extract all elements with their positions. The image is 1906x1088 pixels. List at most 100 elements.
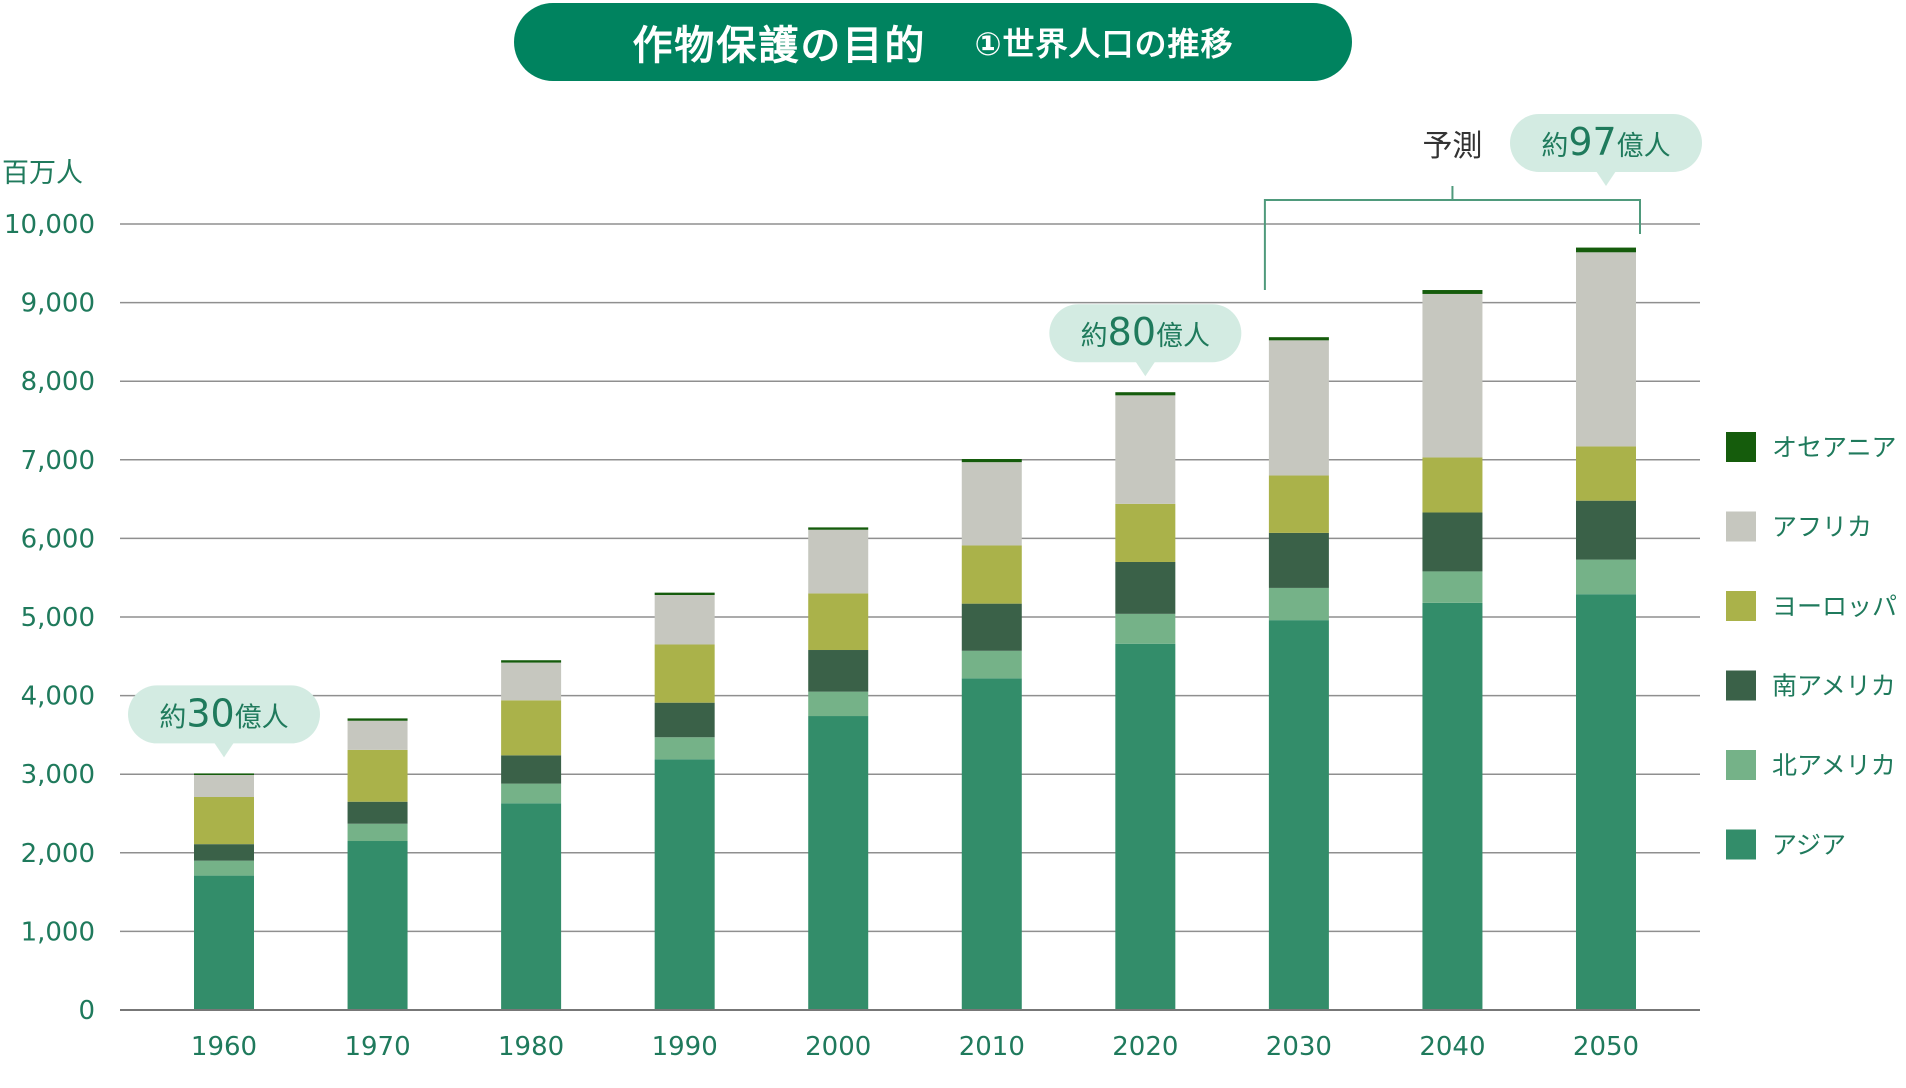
bar-segment bbox=[194, 773, 254, 775]
bar-segment bbox=[347, 841, 408, 1010]
callout-text-part: 約 bbox=[159, 702, 186, 733]
bar-segment bbox=[347, 749, 408, 802]
bar-segment bbox=[1422, 602, 1483, 1010]
callout-text-part: 80 bbox=[1108, 310, 1156, 354]
total-callout: 約97億人 bbox=[1510, 114, 1702, 186]
bar-segment bbox=[501, 803, 562, 1010]
legend-label: 北アメリカ bbox=[1772, 751, 1896, 780]
bar-segment bbox=[1422, 457, 1483, 513]
bar-segment bbox=[1576, 247, 1636, 253]
bar-segment bbox=[961, 678, 1022, 1010]
bar-segment bbox=[1268, 587, 1329, 621]
y-tick-label: 4,000 bbox=[21, 682, 95, 712]
bar-segment bbox=[961, 462, 1022, 546]
chart-title: 作物保護の目的 bbox=[632, 23, 927, 69]
bar-segment bbox=[1115, 643, 1176, 1010]
callout-pointer bbox=[214, 742, 234, 758]
bar-segment bbox=[1576, 446, 1636, 501]
bar-segment bbox=[501, 660, 562, 663]
x-tick-label: 2020 bbox=[1112, 1032, 1178, 1062]
bar-segment bbox=[194, 844, 254, 861]
legend-swatch bbox=[1726, 829, 1756, 860]
callout-bubble bbox=[1049, 304, 1242, 363]
bar-segment bbox=[654, 759, 715, 1010]
bar-segment bbox=[961, 603, 1022, 651]
y-tick-label: 3,000 bbox=[21, 760, 95, 790]
x-tick-label: 1970 bbox=[344, 1032, 410, 1062]
bar-segment bbox=[1576, 500, 1636, 560]
callout-pointer bbox=[1596, 171, 1616, 186]
bar-segment bbox=[654, 644, 715, 703]
bar-segment bbox=[961, 545, 1022, 604]
bar-segment bbox=[501, 783, 562, 804]
bar-segment bbox=[808, 593, 869, 651]
bar-segment bbox=[501, 662, 562, 701]
y-tick-label: 5,000 bbox=[21, 603, 95, 633]
bar-segment bbox=[1115, 613, 1176, 644]
y-axis-title: 百万人 bbox=[2, 158, 83, 189]
bar-segment bbox=[1115, 392, 1176, 396]
bar-segment bbox=[1422, 571, 1483, 603]
legend-label: 南アメリカ bbox=[1772, 672, 1896, 701]
x-tick-label: 2050 bbox=[1573, 1032, 1639, 1062]
x-tick-label: 2030 bbox=[1266, 1032, 1332, 1062]
bar-segment bbox=[1268, 620, 1329, 1010]
y-tick-label: 6,000 bbox=[21, 524, 95, 554]
bar-segment bbox=[808, 529, 869, 594]
bar-segment bbox=[501, 700, 562, 756]
bar-segment bbox=[1268, 337, 1329, 341]
bar-segment bbox=[654, 592, 715, 595]
legend-swatch bbox=[1726, 591, 1756, 621]
x-tick-label: 2010 bbox=[959, 1032, 1025, 1062]
callout-text-part: 億人 bbox=[1156, 321, 1210, 352]
total-callout: 約80億人 bbox=[1049, 304, 1242, 377]
bar-segment bbox=[1268, 475, 1329, 533]
callout-pointer bbox=[1135, 361, 1156, 377]
bar-segment bbox=[1268, 340, 1329, 476]
bar-segment bbox=[1576, 559, 1636, 595]
bar-segment bbox=[1115, 561, 1176, 614]
callout-text-part: 約 bbox=[1541, 131, 1568, 162]
bar-segment bbox=[808, 650, 869, 692]
bar-segment bbox=[808, 716, 869, 1010]
bar-segment bbox=[654, 737, 715, 760]
callout-text-part: 30 bbox=[186, 691, 234, 735]
bar-segment bbox=[1115, 503, 1176, 562]
callout-text-part: 億人 bbox=[235, 702, 289, 733]
callout-label: 約30億人 bbox=[159, 691, 288, 735]
total-callout: 約30億人 bbox=[128, 685, 320, 758]
chart-subtitle: ①世界人口の推移 bbox=[974, 25, 1234, 63]
bar-segment bbox=[654, 702, 715, 738]
callout-label: 約97億人 bbox=[1541, 120, 1670, 164]
callout-bubble bbox=[1510, 114, 1702, 172]
bar-segment bbox=[194, 796, 254, 845]
bar-segment bbox=[1115, 395, 1176, 504]
bar-segment bbox=[194, 860, 254, 876]
bar-segment bbox=[194, 774, 254, 797]
bar-segment bbox=[654, 594, 715, 645]
legend-label: オセアニア bbox=[1772, 433, 1897, 462]
y-tick-label: 1,000 bbox=[21, 917, 95, 947]
bar-segment bbox=[1422, 293, 1483, 458]
bar-segment bbox=[1422, 512, 1483, 572]
x-tick-label: 2000 bbox=[805, 1032, 871, 1062]
chart-title-banner: 作物保護の目的 ①世界人口の推移 bbox=[514, 3, 1352, 81]
legend-swatch bbox=[1726, 432, 1756, 462]
legend-swatch bbox=[1726, 511, 1756, 542]
x-tick-label: 1980 bbox=[498, 1032, 564, 1062]
y-tick-label: 7,000 bbox=[21, 446, 95, 476]
legend-swatch bbox=[1726, 670, 1756, 701]
callout-text-part: 約 bbox=[1081, 321, 1108, 352]
bar-segment bbox=[347, 718, 408, 721]
y-tick-label: 9,000 bbox=[21, 289, 95, 319]
bar-segment bbox=[194, 875, 254, 1010]
bar-segment bbox=[961, 459, 1022, 463]
bar-segment bbox=[347, 801, 408, 824]
y-tick-label: 2,000 bbox=[21, 839, 95, 869]
legend-label: アジア bbox=[1772, 831, 1846, 860]
bar-segment bbox=[808, 691, 869, 717]
forecast-label: 予測 bbox=[1422, 129, 1482, 164]
legend-swatch bbox=[1726, 750, 1756, 780]
y-tick-label: 0 bbox=[78, 996, 95, 1026]
